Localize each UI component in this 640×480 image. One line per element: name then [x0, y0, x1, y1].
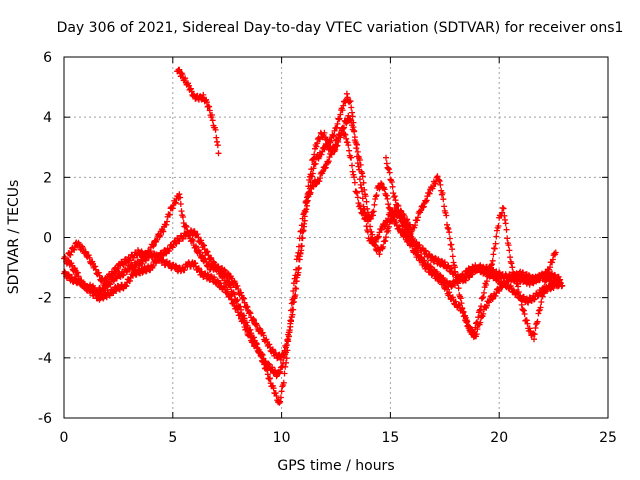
y-tick-label: -2: [38, 291, 52, 307]
y-tick-label: 0: [43, 231, 52, 247]
y-tick-label: -6: [38, 411, 52, 427]
plus-markers-trace-e: [383, 154, 559, 343]
x-tick-label: 10: [273, 430, 291, 446]
plus-markers-trace-d: [174, 66, 222, 157]
x-tick-label: 5: [168, 430, 177, 446]
y-tick-label: 4: [43, 110, 52, 126]
plus-markers-trace-a: [61, 90, 566, 380]
series-trace-e: [383, 154, 559, 343]
plot-frame: [63, 56, 609, 419]
x-tick-label: 25: [599, 430, 617, 446]
series-trace-a: [61, 90, 566, 380]
series-trace-d: [174, 66, 222, 157]
axis-ticks: 0 5 10 15 20 25 -6 -4 -2 0 2 4 6: [38, 50, 617, 446]
y-tick-label: 2: [43, 170, 52, 186]
plus-markers-trace-b: [61, 112, 564, 406]
x-tick-label: 15: [381, 430, 399, 446]
series-trace-b: [61, 112, 564, 406]
y-tick-label: -4: [38, 351, 52, 367]
x-axis-label: GPS time / hours: [277, 458, 394, 474]
x-tick-label: 0: [60, 430, 69, 446]
y-axis-label: SDTVAR / TECUs: [6, 180, 22, 295]
series-trace-c: [65, 126, 564, 363]
y-tick-label: 6: [43, 50, 52, 66]
x-tick-label: 20: [490, 430, 508, 446]
plus-markers-trace-c: [65, 126, 564, 363]
grid-lines: [64, 57, 608, 418]
chart-title: Day 306 of 2021, Sidereal Day-to-day VTE…: [57, 20, 624, 36]
